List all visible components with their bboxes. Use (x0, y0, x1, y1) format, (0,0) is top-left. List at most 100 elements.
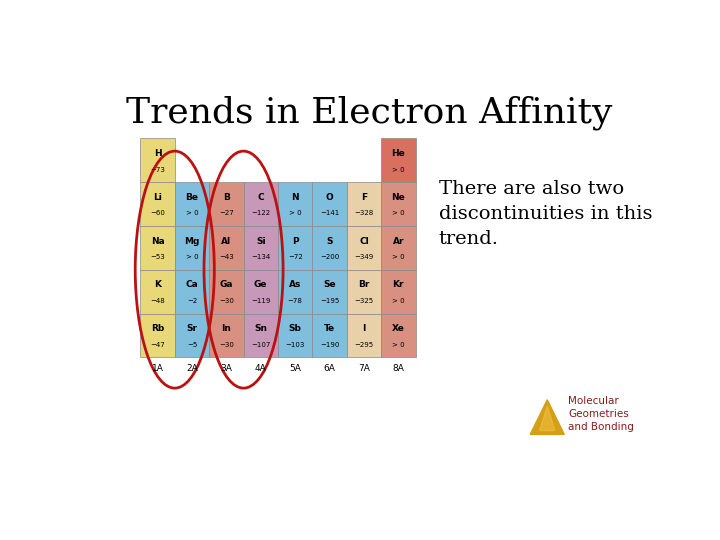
Bar (381, 314, 415, 357)
Bar (278, 182, 312, 226)
Bar (140, 269, 175, 314)
Bar (347, 314, 381, 357)
Bar (243, 226, 278, 269)
Bar (175, 314, 209, 357)
Text: Se: Se (323, 280, 336, 289)
Bar (381, 138, 415, 182)
Text: > 0: > 0 (392, 254, 405, 260)
Text: There are also two
discontinuities in this
trend.: There are also two discontinuities in th… (438, 180, 652, 248)
Text: −190: −190 (320, 342, 339, 348)
Text: Xe: Xe (392, 325, 405, 333)
Bar (243, 314, 278, 357)
Text: > 0: > 0 (289, 211, 302, 217)
Text: −5: −5 (186, 342, 197, 348)
Text: −141: −141 (320, 211, 339, 217)
Text: −295: −295 (354, 342, 374, 348)
Text: −78: −78 (288, 298, 302, 304)
Text: Trends in Electron Affinity: Trends in Electron Affinity (126, 96, 612, 130)
Bar (140, 226, 175, 269)
Text: Ga: Ga (220, 280, 233, 289)
Text: Ca: Ca (186, 280, 198, 289)
Bar (140, 182, 175, 226)
Text: Molecular
Geometries
and Bonding: Molecular Geometries and Bonding (568, 396, 634, 433)
Text: Al: Al (221, 237, 231, 246)
Text: −27: −27 (219, 211, 234, 217)
Bar (278, 314, 312, 357)
Bar (347, 269, 381, 314)
Text: 5A: 5A (289, 363, 301, 373)
Polygon shape (530, 400, 564, 434)
Bar (278, 269, 312, 314)
Text: −60: −60 (150, 211, 165, 217)
Text: P: P (292, 237, 299, 246)
Text: −72: −72 (288, 254, 302, 260)
Text: −47: −47 (150, 342, 165, 348)
Text: Na: Na (150, 237, 164, 246)
Text: He: He (392, 149, 405, 158)
Bar (209, 314, 243, 357)
Text: Rb: Rb (151, 325, 164, 333)
Bar (209, 226, 243, 269)
Text: Sr: Sr (186, 325, 197, 333)
Text: −53: −53 (150, 254, 165, 260)
Text: −30: −30 (219, 298, 234, 304)
Text: −349: −349 (354, 254, 374, 260)
Text: N: N (292, 193, 299, 202)
Text: −48: −48 (150, 298, 165, 304)
Text: > 0: > 0 (392, 298, 405, 304)
Bar (140, 138, 175, 182)
Text: H: H (154, 149, 161, 158)
Text: −122: −122 (251, 211, 270, 217)
Text: 4A: 4A (255, 363, 266, 373)
Text: −134: −134 (251, 254, 271, 260)
Text: Li: Li (153, 193, 162, 202)
Text: > 0: > 0 (392, 342, 405, 348)
Text: −328: −328 (354, 211, 374, 217)
Text: Mg: Mg (184, 237, 199, 246)
Text: Sn: Sn (254, 325, 267, 333)
Polygon shape (539, 406, 555, 430)
Text: −73: −73 (150, 166, 165, 173)
Text: B: B (223, 193, 230, 202)
Text: 6A: 6A (323, 363, 336, 373)
Bar (175, 182, 209, 226)
Bar (312, 182, 347, 226)
Text: Si: Si (256, 237, 266, 246)
Text: 2A: 2A (186, 363, 198, 373)
Text: −103: −103 (285, 342, 305, 348)
Text: C: C (258, 193, 264, 202)
Text: K: K (154, 280, 161, 289)
Text: −325: −325 (354, 298, 374, 304)
Bar (312, 314, 347, 357)
Bar (278, 226, 312, 269)
Text: −30: −30 (219, 342, 234, 348)
Text: S: S (326, 237, 333, 246)
Text: −195: −195 (320, 298, 339, 304)
Text: Kr: Kr (392, 280, 404, 289)
Text: Ne: Ne (392, 193, 405, 202)
Text: −2: −2 (186, 298, 197, 304)
Bar (312, 226, 347, 269)
Text: F: F (361, 193, 367, 202)
Text: Be: Be (186, 193, 199, 202)
Text: Ar: Ar (392, 237, 404, 246)
Text: −43: −43 (219, 254, 234, 260)
Text: > 0: > 0 (186, 254, 198, 260)
Bar (209, 182, 243, 226)
Bar (381, 226, 415, 269)
Text: Te: Te (324, 325, 335, 333)
Text: −119: −119 (251, 298, 271, 304)
Bar (175, 226, 209, 269)
Bar (243, 269, 278, 314)
Bar (312, 269, 347, 314)
Text: O: O (325, 193, 333, 202)
Bar (381, 182, 415, 226)
Bar (175, 269, 209, 314)
Bar (243, 182, 278, 226)
Bar (140, 314, 175, 357)
Text: In: In (222, 325, 231, 333)
Text: 7A: 7A (358, 363, 370, 373)
Text: > 0: > 0 (392, 211, 405, 217)
Text: 8A: 8A (392, 363, 404, 373)
Text: Br: Br (359, 280, 369, 289)
